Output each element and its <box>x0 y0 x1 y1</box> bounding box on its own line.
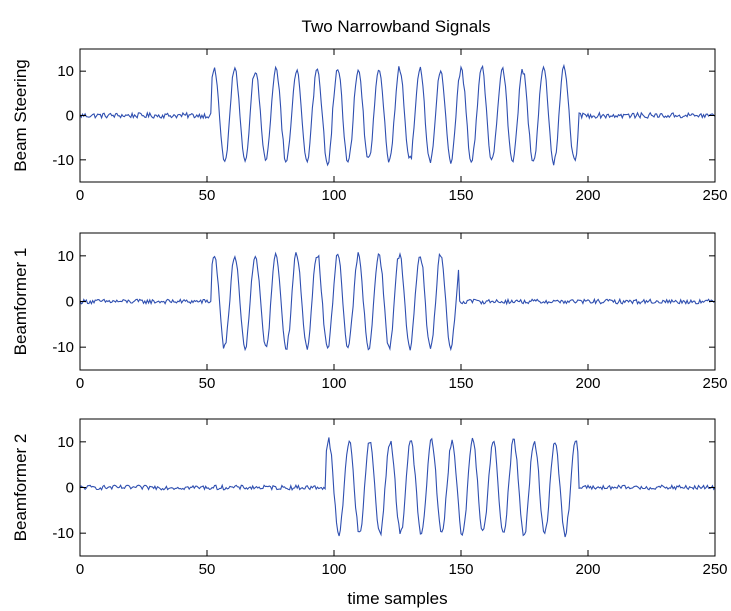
y-axis-label: Beamformer 1 <box>11 248 30 356</box>
y-tick-label: 10 <box>57 248 74 265</box>
x-tick-label: 150 <box>448 561 473 578</box>
y-tick-label: 0 <box>66 480 74 497</box>
signal-line-1 <box>79 63 716 167</box>
x-tick-label: 150 <box>448 187 473 204</box>
x-tick-label: 0 <box>76 187 84 204</box>
x-tick-label: 150 <box>448 375 473 392</box>
y-axis-label: Beamformer 2 <box>11 434 30 542</box>
x-tick-label: 50 <box>199 375 216 392</box>
subplot-1: 0 50 100 150 200 250 -10 0 10 Beam Steering <box>11 48 728 204</box>
x-tick-label: 0 <box>76 375 84 392</box>
x-tick-label: 200 <box>575 187 600 204</box>
x-tick-label: 100 <box>321 187 346 204</box>
x-tick-label: 100 <box>321 375 346 392</box>
y-tick-label: -10 <box>52 152 74 169</box>
subplot-3: 0 50 100 150 200 250 -10 0 10 Beamformer 2 time sa… <box>11 418 728 608</box>
x-tick-label: 100 <box>321 561 346 578</box>
y-tick-label: 10 <box>57 434 74 451</box>
subplot-2: 0 50 100 150 200 250 -10 0 10 Beamformer 1 <box>11 232 728 392</box>
x-axis-label: time samples <box>347 589 447 608</box>
y-tick-label: 10 <box>57 63 74 80</box>
y-tick-label: 0 <box>66 294 74 311</box>
figure-title: Two Narrowband Signals <box>302 17 491 36</box>
x-tick-label: 0 <box>76 561 84 578</box>
x-tick-label: 250 <box>702 187 727 204</box>
x-tick-label: 200 <box>575 561 600 578</box>
x-tick-label: 200 <box>575 375 600 392</box>
y-tick-label: -10 <box>52 339 74 356</box>
x-tick-label: 250 <box>702 561 727 578</box>
x-tick-label: 50 <box>199 187 216 204</box>
x-tick-label: 50 <box>199 561 216 578</box>
y-tick-label: -10 <box>52 525 74 542</box>
y-axis-label: Beam Steering <box>11 59 30 171</box>
y-tick-label: 0 <box>66 108 74 125</box>
signal-line-2 <box>79 251 716 352</box>
signal-line-3 <box>79 437 716 538</box>
x-tick-label: 250 <box>702 375 727 392</box>
